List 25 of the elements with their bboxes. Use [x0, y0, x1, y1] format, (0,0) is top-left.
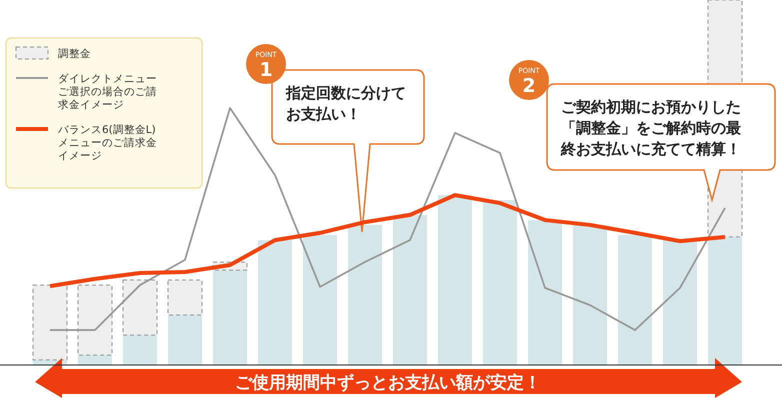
bar [618, 235, 652, 365]
bar [573, 224, 607, 365]
bar [438, 194, 472, 365]
annotation: 指定回数に分けてお支払い！ [285, 84, 406, 123]
bar [483, 200, 517, 365]
legend-label: 調整金 [58, 47, 91, 60]
legend-label: バランス6(調整金L)メニューのご請求金イメージ [57, 123, 157, 162]
bar [168, 314, 202, 365]
annotation: 2 [522, 75, 536, 97]
bar [123, 335, 157, 365]
bar [393, 214, 427, 365]
bar [168, 279, 202, 316]
legend: 調整金 [16, 46, 91, 60]
bar [303, 235, 337, 365]
bar [663, 240, 697, 365]
legend-label: ダイレクトメニューご選択の場合のご請求金イメージ [58, 73, 157, 111]
text: ご使用期間中ずっとお支払い額が安定！ [235, 373, 541, 393]
annotation: ご契約初期にお預かりした「調整金」をご解約時の最終お支払いに充てて精算！ [560, 98, 741, 158]
bar [348, 224, 382, 365]
bar [213, 270, 247, 365]
bar [78, 355, 112, 365]
bar [708, 236, 742, 365]
annotation: 1 [259, 59, 273, 81]
bar [258, 240, 292, 365]
bar [528, 220, 562, 365]
